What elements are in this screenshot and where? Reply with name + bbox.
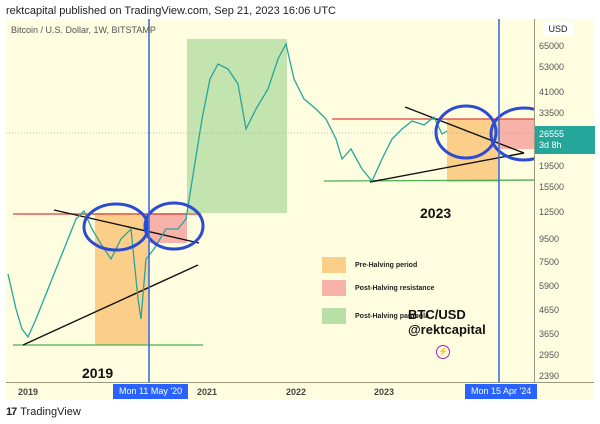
chart-pane[interactable]: Bitcoin / U.S. Dollar, 1W, BITSTAMP Pre-…	[6, 19, 534, 382]
publish-header: rektcapital published on TradingView.com…	[6, 5, 336, 17]
legend-post-parabola: Post-Halving parabola	[322, 308, 429, 324]
time-tick: 2022	[286, 387, 307, 397]
time-tick: 2021	[197, 387, 218, 397]
legend-pre-halving: Pre-Halving period	[322, 257, 417, 273]
price-tick: 12500	[539, 207, 565, 217]
time-axis[interactable]: 2019 Mon 11 May '20 2021 2022 2023 Mon 1…	[6, 382, 594, 400]
price-tick: 7500	[539, 257, 560, 267]
bolt-icon[interactable]: ⚡	[436, 345, 450, 359]
symbol-title: Bitcoin / U.S. Dollar, 1W, BITSTAMP	[11, 25, 156, 35]
price-tick: 5900	[539, 281, 560, 291]
legend-label: Post-Halving resistance	[355, 284, 435, 292]
price-tick: 15500	[539, 182, 565, 192]
legend-swatch	[322, 308, 346, 324]
current-price: 26555	[539, 129, 565, 139]
halving-date-flag: Mon 11 May '20	[113, 384, 189, 399]
price-tick: 2950	[539, 350, 560, 360]
price-tick: 4650	[539, 305, 560, 315]
time-tick: 2023	[374, 387, 395, 397]
price-tick: 3650	[539, 329, 560, 339]
price-tick: 33500	[539, 108, 565, 118]
tradingview-logo[interactable]: 17 TradingView	[6, 406, 81, 418]
legend-post-resistance: Post-Halving resistance	[322, 280, 434, 296]
price-tick: 65000	[539, 41, 565, 51]
legend-swatch	[322, 280, 346, 296]
price-axis[interactable]: USD 65000 53000 41000 33500 26555 3d 8h …	[534, 19, 595, 382]
signature-line-1: BTC/USD	[408, 307, 466, 322]
tradingview-logo-icon: 17	[6, 406, 17, 418]
currency-label[interactable]: USD	[543, 22, 573, 36]
legend-label: Pre-Halving period	[355, 261, 418, 269]
price-tick: 9500	[539, 234, 560, 244]
brand-name: TradingView	[20, 406, 81, 418]
price-tick: 53000	[539, 62, 565, 72]
halving-date-flag: Mon 15 Apr '24	[465, 384, 538, 399]
price-tick: 2390	[539, 371, 560, 381]
legend-swatch	[322, 257, 346, 273]
chart-drawing	[6, 19, 534, 382]
price-tick: 19500	[539, 161, 565, 171]
label-2019: 2019	[82, 365, 114, 381]
price-tick: 41000	[539, 87, 565, 97]
label-2023: 2023	[420, 205, 452, 221]
bar-countdown: 3d 8h	[539, 140, 562, 150]
current-price-badge: 26555 3d 8h	[535, 126, 595, 154]
signature: BTC/USD @rektcapital	[408, 307, 486, 337]
signature-line-2: @rektcapital	[408, 322, 486, 337]
time-tick: 2019	[18, 387, 39, 397]
legend-label: Post-Halving parabola	[355, 312, 429, 320]
